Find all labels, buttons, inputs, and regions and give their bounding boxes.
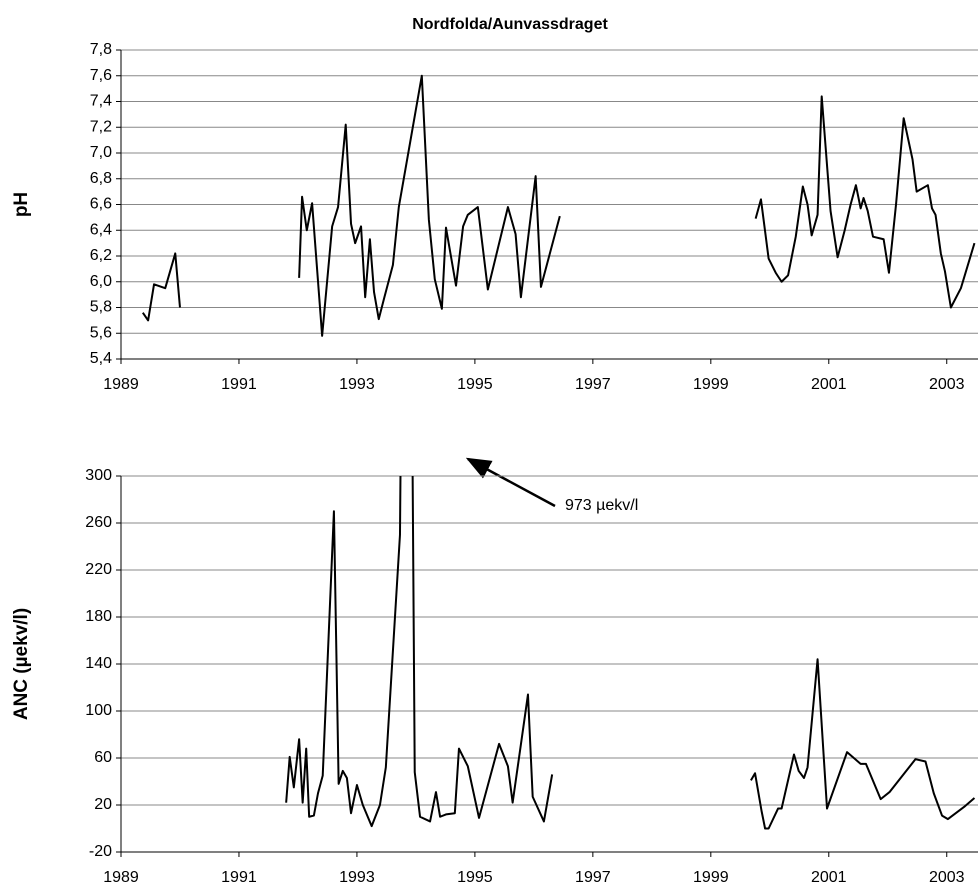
y-tick-label: 5,4 bbox=[90, 350, 112, 367]
y-tick-label: 5,6 bbox=[90, 324, 112, 341]
y-axis-title: pH bbox=[11, 192, 32, 217]
x-tick-label: 1997 bbox=[575, 869, 611, 886]
x-tick-label: 2003 bbox=[929, 869, 965, 886]
x-tick-label: 1999 bbox=[693, 869, 729, 886]
y-tick-label: 6,4 bbox=[90, 221, 112, 238]
y-tick-label: 100 bbox=[85, 702, 112, 719]
x-tick-label: 1989 bbox=[103, 376, 139, 393]
x-tick-label: 1999 bbox=[693, 376, 729, 393]
y-tick-label: 6,6 bbox=[90, 196, 112, 213]
y-tick-label: 6,8 bbox=[90, 170, 112, 187]
y-tick-label: 140 bbox=[85, 655, 112, 672]
y-tick-label: 60 bbox=[94, 749, 112, 766]
y-tick-label: 220 bbox=[85, 561, 112, 578]
x-tick-label: 1989 bbox=[103, 869, 139, 886]
x-tick-label: 1997 bbox=[575, 376, 611, 393]
y-tick-label: 7,4 bbox=[90, 93, 112, 110]
data-line bbox=[285, 476, 976, 830]
x-tick-label: 1995 bbox=[457, 376, 493, 393]
annotation-arrow bbox=[465, 457, 556, 508]
y-tick-label: 5,8 bbox=[90, 299, 112, 316]
y-tick-label: 6,0 bbox=[90, 273, 112, 290]
x-tick-label: 1993 bbox=[339, 376, 375, 393]
annotation: 973 µekv/l bbox=[565, 497, 638, 514]
y-axis-title: ANC (µekv/l) bbox=[11, 608, 32, 720]
y-tick-label: 260 bbox=[85, 514, 112, 531]
x-tick-label: 1993 bbox=[339, 869, 375, 886]
y-tick-label: 7,8 bbox=[90, 41, 112, 58]
y-tick-label: 7,6 bbox=[90, 67, 112, 84]
x-tick-label: 1991 bbox=[221, 376, 257, 393]
y-tick-label: 7,2 bbox=[90, 118, 112, 135]
chart-title: Nordfolda/Aunvassdraget bbox=[412, 16, 608, 33]
x-tick-label: 2001 bbox=[811, 869, 847, 886]
x-tick-label: 1991 bbox=[221, 869, 257, 886]
y-tick-label: 300 bbox=[85, 467, 112, 484]
y-tick-label: 180 bbox=[85, 608, 112, 625]
y-tick-label: 6,2 bbox=[90, 247, 112, 264]
data-line bbox=[141, 74, 976, 337]
x-tick-label: 1995 bbox=[457, 869, 493, 886]
y-tick-label: -20 bbox=[89, 843, 112, 860]
y-tick-label: 7,0 bbox=[90, 144, 112, 161]
x-tick-label: 2001 bbox=[811, 376, 847, 393]
y-tick-label: 20 bbox=[94, 796, 112, 813]
x-tick-label: 2003 bbox=[929, 376, 965, 393]
